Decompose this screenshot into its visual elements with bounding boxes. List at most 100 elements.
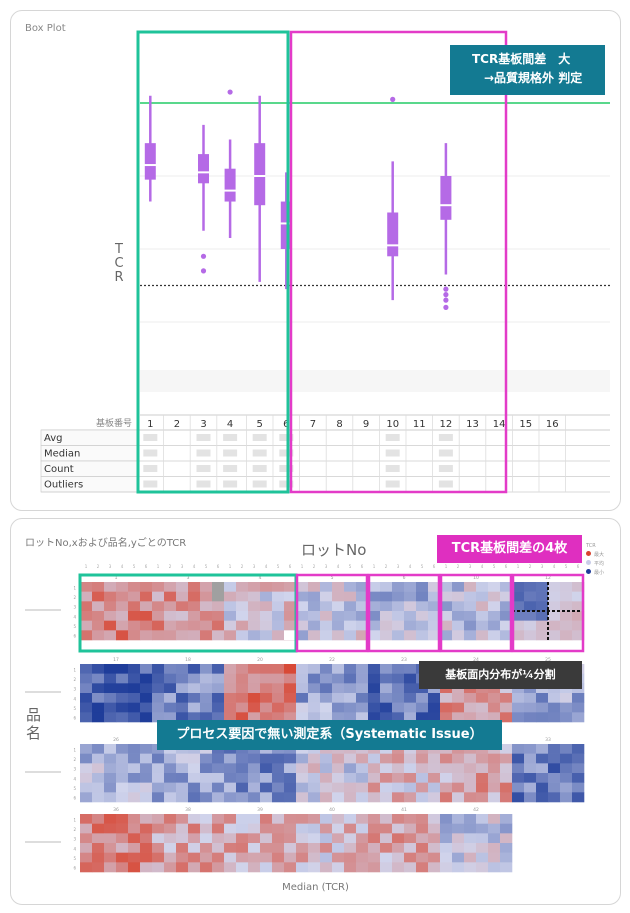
- heatmap-cell: [452, 843, 465, 853]
- heatmap-cell: [176, 693, 189, 703]
- x-tick-label: 3: [181, 564, 184, 569]
- x-tick-label: 4: [337, 564, 340, 569]
- highlight-frame-magenta: [295, 573, 369, 653]
- heatmap-cell: [560, 753, 573, 764]
- heatmap-cell: [164, 601, 177, 612]
- heatmap-cell: [236, 591, 249, 602]
- legend-label: 平均: [594, 561, 605, 567]
- heatmap-cell: [176, 620, 189, 631]
- heatmap-cell: [80, 611, 93, 621]
- heatmap-cell: [428, 862, 441, 873]
- heatmap-cell: [392, 852, 405, 863]
- heatmap-cell: [440, 862, 453, 873]
- plot-footer-band: [140, 370, 610, 392]
- table-cell-value-blurred: [385, 449, 400, 457]
- heatmap-cell: [548, 773, 561, 783]
- heatmap-cell: [212, 852, 225, 863]
- heatmap-cell: [464, 630, 477, 641]
- heatmap-cell: [200, 630, 213, 641]
- heatmap-cell: [212, 843, 225, 853]
- heatmap-cell: [476, 630, 489, 641]
- tile-label: 17: [113, 657, 119, 663]
- heatmap-cell: [272, 693, 285, 703]
- heatmap-cell: [92, 673, 105, 684]
- heatmap-cell: [104, 683, 117, 694]
- x-tick-label: 1: [157, 564, 160, 569]
- heatmap-cell: [128, 753, 141, 764]
- heatmap-cell: [416, 582, 429, 592]
- heatmap-cell: [476, 862, 489, 873]
- legend-label: 最大: [594, 552, 605, 558]
- x-tick-label: 1: [85, 564, 88, 569]
- table-cell-value-blurred: [143, 465, 158, 472]
- tile-label: 39: [257, 807, 263, 813]
- heatmap-cell: [308, 630, 321, 641]
- heatmap-cell: [548, 712, 561, 723]
- heatmap-cell: [476, 591, 489, 602]
- heatmap-cell: [296, 763, 309, 774]
- table-cell-value-blurred: [196, 449, 211, 457]
- heatmap-cell: [560, 792, 573, 803]
- heatmap-cell: [440, 763, 453, 774]
- heatmap-cell: [116, 773, 129, 783]
- heatmap-cell: [236, 763, 249, 774]
- heatmap-cell: [188, 693, 201, 703]
- heatmap-cell: [464, 843, 477, 853]
- heatmap-cell: [572, 773, 585, 783]
- heatmap-cell: [176, 683, 189, 694]
- heatmap-cell: [212, 601, 225, 612]
- heatmap-cell: [548, 693, 561, 703]
- heatmap-cell: [248, 673, 261, 684]
- heatmap-cell: [284, 693, 297, 703]
- heatmap-cell: [188, 763, 201, 774]
- heatmap-cell: [104, 852, 117, 863]
- heatmap-cell: [296, 712, 309, 723]
- table-cell-value-blurred: [223, 449, 238, 457]
- heatmap-cell: [164, 814, 177, 824]
- heatmap-cell: [260, 862, 273, 873]
- heatmap-cell: [140, 862, 153, 873]
- heatmap-cell: [80, 712, 93, 723]
- heatmap-cell: [224, 843, 237, 853]
- heatmap-cell: [212, 693, 225, 703]
- heatmap-cell: [164, 620, 177, 631]
- heatmap-cell: [572, 744, 585, 754]
- heatmap-cell: [512, 611, 525, 621]
- heatmap-cell: [92, 792, 105, 803]
- heatmap-cell: [536, 702, 549, 713]
- x-tick-label: 2: [385, 564, 388, 569]
- heatmap-cell: [164, 630, 177, 641]
- heatmap-cell: [116, 744, 129, 754]
- heatmap-cell: [140, 591, 153, 602]
- heatmap-cell: [80, 843, 93, 853]
- heatmap-cell: [260, 763, 273, 774]
- heatmap-cell: [212, 782, 225, 793]
- heatmap-cell: [368, 630, 381, 641]
- heatmap-cell: [416, 601, 429, 612]
- heatmap-cell: [212, 712, 225, 723]
- heatmap-cell: [236, 852, 249, 863]
- heatmap-cell: [488, 620, 501, 631]
- heatmap-cell: [404, 823, 417, 834]
- heatmap-cell: [116, 611, 129, 621]
- heatmap-cell: [140, 792, 153, 803]
- heatmap-cell: [200, 664, 213, 674]
- heatmap-cell: [368, 862, 381, 873]
- table-cell-value-blurred: [252, 449, 267, 457]
- box-outlier: [200, 253, 207, 259]
- heatmap-cell: [272, 823, 285, 834]
- heatmap-cell: [380, 664, 393, 674]
- heatmap-cell: [152, 683, 165, 694]
- y-tick-label: 4: [73, 614, 76, 619]
- heatmap-cell: [452, 833, 465, 844]
- heatmap-cell: [416, 591, 429, 602]
- heatmap-cell: [416, 630, 429, 641]
- heatmap-cell: [524, 744, 537, 754]
- heatmap-cell: [488, 702, 501, 713]
- heatmap-cell: [248, 782, 261, 793]
- heatmap-cell: [164, 683, 177, 694]
- heatmap-cell: [212, 753, 225, 764]
- heatmap-cell: [356, 582, 369, 592]
- heatmap-cell: [260, 823, 273, 834]
- heatmap-cell: [248, 611, 261, 621]
